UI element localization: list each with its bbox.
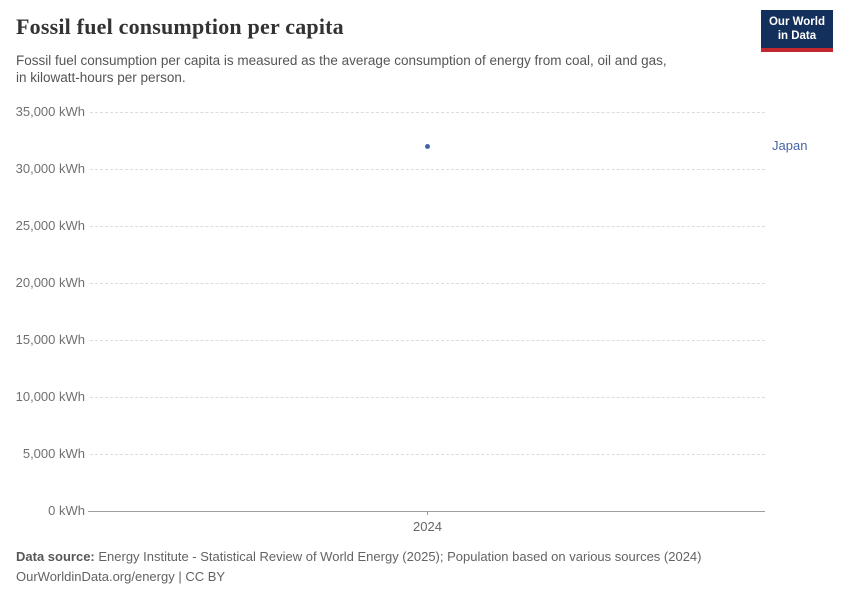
y-tick-label: 5,000 kWh <box>22 446 85 461</box>
owid-logo-line-2: in Data <box>777 29 817 42</box>
owid-logo-line-1: Our World <box>768 16 825 28</box>
y-tick-label: 35,000 kWh <box>15 104 85 119</box>
data-source-label: Data source: <box>16 549 95 564</box>
chart-subtitle: Fossil fuel consumption per capita is me… <box>16 52 667 86</box>
gridline <box>90 282 765 284</box>
gridline <box>90 168 765 170</box>
x-tick-mark <box>427 511 428 515</box>
gridline <box>90 453 765 455</box>
x-axis-line <box>88 510 765 512</box>
y-tick-label: 0 kWh <box>48 503 85 518</box>
y-tick-label: 15,000 kWh <box>15 332 85 347</box>
data-source-value[interactable]: Energy Institute - Statistical Review of… <box>94 549 702 564</box>
y-tick-label: 20,000 kWh <box>15 275 85 290</box>
data-point-japan[interactable] <box>425 143 430 149</box>
gridline <box>90 225 765 227</box>
gridline <box>90 111 765 113</box>
page-title: Fossil fuel consumption per capita <box>16 14 344 39</box>
gridline <box>90 396 765 398</box>
x-tick-label: 2024 <box>413 519 442 534</box>
chart-footer: Data source: Energy Institute - Statisti… <box>16 547 701 587</box>
owid-logo[interactable]: Our World in Data <box>760 10 833 52</box>
gridline <box>90 339 765 341</box>
license-link-line[interactable]: OurWorldinData.org/energy | CC BY <box>16 569 226 584</box>
y-tick-label: 30,000 kWh <box>15 161 85 176</box>
data-source-line: Data source: Energy Institute - Statisti… <box>16 547 701 567</box>
subtitle-line-2: in kilowatt-hours per person. <box>16 70 186 85</box>
y-tick-label: 10,000 kWh <box>15 389 85 404</box>
entity-label-japan[interactable]: Japan <box>772 138 808 154</box>
subtitle-line-1: Fossil fuel consumption per capita is me… <box>16 53 667 68</box>
y-tick-label: 25,000 kWh <box>15 218 85 233</box>
